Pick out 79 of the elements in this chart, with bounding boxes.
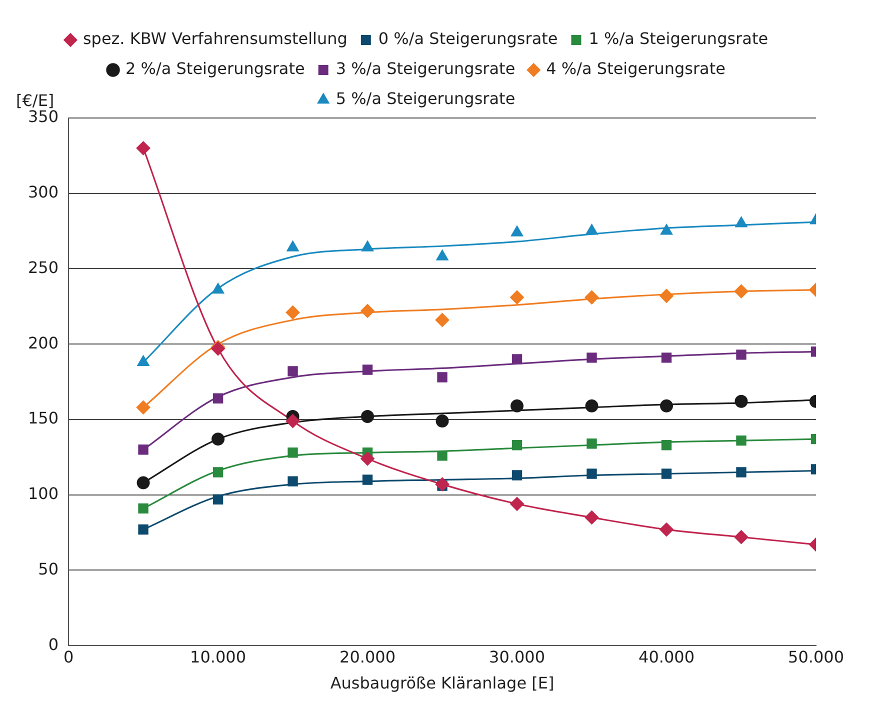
- point: [584, 290, 599, 304]
- point: [585, 399, 598, 412]
- point: [512, 354, 522, 364]
- point: [586, 224, 598, 235]
- point: [734, 284, 748, 298]
- point: [510, 399, 524, 412]
- point: [136, 476, 150, 490]
- legend-label: spez. KBW Verfahrensumstellung: [82, 29, 348, 48]
- point: [437, 372, 448, 382]
- point: [212, 432, 225, 446]
- point: [361, 410, 374, 423]
- point: [436, 250, 448, 260]
- point: [584, 510, 599, 524]
- point: [437, 450, 448, 461]
- y-tick-label: 0: [48, 634, 59, 654]
- point: [362, 474, 373, 485]
- point: [660, 224, 673, 235]
- x-tick-label: 40.000: [638, 647, 694, 666]
- point: [212, 494, 224, 504]
- point: [360, 304, 375, 318]
- legend-label: 1 %/a Steigerungsrate: [588, 29, 768, 48]
- point: [512, 470, 522, 480]
- point: [362, 364, 373, 375]
- point: [734, 530, 748, 544]
- point: [361, 240, 374, 252]
- y-tick-label: 250: [28, 258, 59, 277]
- point: [436, 414, 449, 428]
- point: [510, 496, 524, 511]
- point: [138, 444, 148, 455]
- point: [288, 448, 298, 458]
- point: [510, 290, 524, 304]
- point: [435, 312, 450, 327]
- point: [138, 524, 148, 535]
- x-tick-label: 0: [63, 647, 74, 666]
- point: [288, 476, 298, 486]
- point: [660, 399, 674, 412]
- point: [586, 438, 597, 449]
- point: [660, 522, 674, 537]
- y-tick-label: 150: [28, 408, 59, 428]
- point: [286, 305, 300, 320]
- point: [512, 440, 522, 450]
- point: [286, 414, 300, 428]
- legend-label: 4 %/a Steigerungsrate: [546, 59, 726, 78]
- y-tick-label: 200: [28, 333, 59, 352]
- point: [661, 468, 672, 479]
- x-tick-label: 30.000: [489, 647, 546, 666]
- y-tick-label: 300: [28, 182, 59, 202]
- point: [734, 394, 748, 408]
- point: [660, 288, 674, 303]
- point: [136, 400, 150, 414]
- point: [586, 352, 597, 363]
- point: [736, 350, 746, 360]
- point: [736, 435, 746, 446]
- point: [435, 477, 450, 492]
- point: [212, 467, 224, 478]
- legend-label: 0 %/a Steigerungsrate: [378, 29, 558, 48]
- point: [661, 440, 672, 450]
- x-axis-title: Ausbaugröße Kläranlage [E]: [330, 674, 554, 693]
- point: [661, 352, 672, 363]
- point: [586, 468, 597, 479]
- legend-label: 3 %/a Steigerungsrate: [336, 59, 516, 78]
- point: [736, 467, 746, 478]
- point: [735, 216, 748, 228]
- point: [138, 503, 148, 514]
- point: [212, 282, 224, 294]
- x-tick-label: 10.000: [190, 647, 246, 666]
- legend-label: 5 %/a Steigerungsrate: [336, 89, 516, 108]
- y-tick-label: 50: [38, 559, 59, 578]
- point: [137, 355, 150, 366]
- point: [136, 141, 150, 156]
- x-tick-label: 20.000: [340, 647, 396, 666]
- point: [212, 393, 224, 404]
- y-tick-label: 100: [28, 484, 59, 504]
- point: [510, 226, 524, 236]
- point: [288, 366, 298, 376]
- legend-label: 2 %/a Steigerungsrate: [126, 59, 305, 78]
- point: [360, 452, 375, 466]
- x-tick-label: 50.000: [788, 647, 844, 666]
- point: [286, 240, 299, 252]
